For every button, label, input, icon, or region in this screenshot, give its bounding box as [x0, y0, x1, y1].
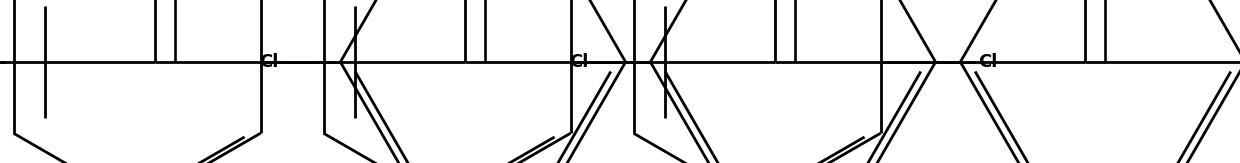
- Text: Cl: Cl: [569, 53, 589, 71]
- Text: Cl: Cl: [259, 53, 279, 71]
- Text: Cl: Cl: [977, 53, 997, 71]
